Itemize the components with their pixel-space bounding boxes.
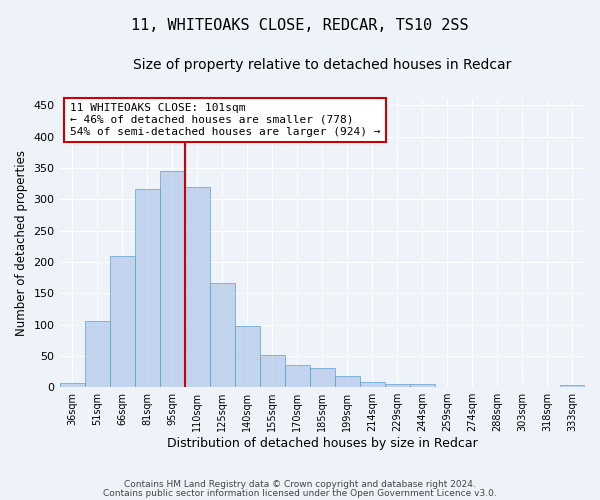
Text: 11, WHITEOAKS CLOSE, REDCAR, TS10 2SS: 11, WHITEOAKS CLOSE, REDCAR, TS10 2SS xyxy=(131,18,469,32)
Y-axis label: Number of detached properties: Number of detached properties xyxy=(15,150,28,336)
Bar xyxy=(260,356,285,387)
Bar xyxy=(360,382,385,387)
Bar xyxy=(310,368,335,387)
Text: 11 WHITEOAKS CLOSE: 101sqm
← 46% of detached houses are smaller (778)
54% of sem: 11 WHITEOAKS CLOSE: 101sqm ← 46% of deta… xyxy=(70,104,380,136)
Bar xyxy=(410,384,435,387)
Bar xyxy=(385,384,410,387)
Text: Contains HM Land Registry data © Crown copyright and database right 2024.: Contains HM Land Registry data © Crown c… xyxy=(124,480,476,489)
Bar xyxy=(209,282,235,387)
Title: Size of property relative to detached houses in Redcar: Size of property relative to detached ho… xyxy=(133,58,511,71)
Text: Contains public sector information licensed under the Open Government Licence v3: Contains public sector information licen… xyxy=(103,488,497,498)
Bar xyxy=(560,384,585,387)
Bar xyxy=(185,187,209,387)
Bar xyxy=(235,326,260,387)
X-axis label: Distribution of detached houses by size in Redcar: Distribution of detached houses by size … xyxy=(167,437,478,450)
Bar xyxy=(85,322,110,387)
Bar xyxy=(110,256,134,387)
Bar xyxy=(59,383,85,387)
Bar xyxy=(335,376,360,387)
Bar xyxy=(285,366,310,387)
Bar xyxy=(134,188,160,387)
Bar xyxy=(160,171,185,387)
